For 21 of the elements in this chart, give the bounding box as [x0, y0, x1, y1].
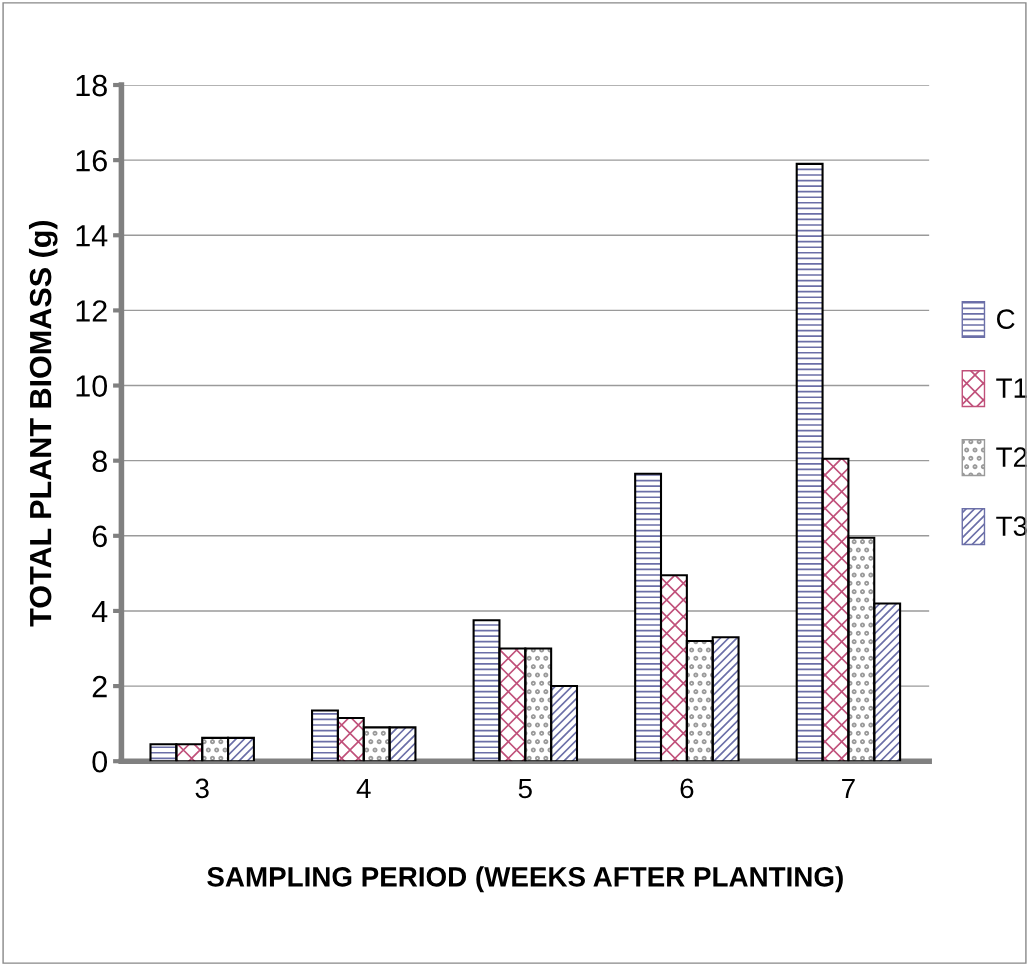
x-axis-title: SAMPLING PERIOD (WEEKS AFTER PLANTING) [207, 866, 843, 893]
legend-label: T2 [996, 447, 1027, 467]
y-tick-label: 10 [76, 375, 108, 397]
y-tick-label: 12 [76, 300, 107, 322]
y-tick-label: 14 [76, 225, 108, 247]
x-tick-label: 3 [195, 778, 209, 799]
y-tick-label: 6 [92, 525, 107, 548]
y-tick-label: 16 [76, 149, 107, 172]
y-tick-label: 18 [76, 74, 107, 97]
y-axis-title: TOTAL PLANT BIOMASS (g) [28, 220, 58, 627]
y-tick-label: 4 [91, 600, 108, 623]
legend-label: T3 [996, 516, 1027, 537]
legend-label: C [997, 309, 1015, 329]
y-tick-label: 8 [92, 450, 107, 473]
y-tick-label: 0 [92, 750, 108, 773]
y-tick-label: 2 [92, 675, 107, 698]
legend-label: T1 [996, 378, 1027, 398]
x-tick-label: 6 [680, 778, 694, 799]
x-tick-label: 5 [518, 778, 532, 799]
x-tick-label: 4 [356, 778, 371, 798]
x-tick-label: 7 [842, 778, 855, 798]
